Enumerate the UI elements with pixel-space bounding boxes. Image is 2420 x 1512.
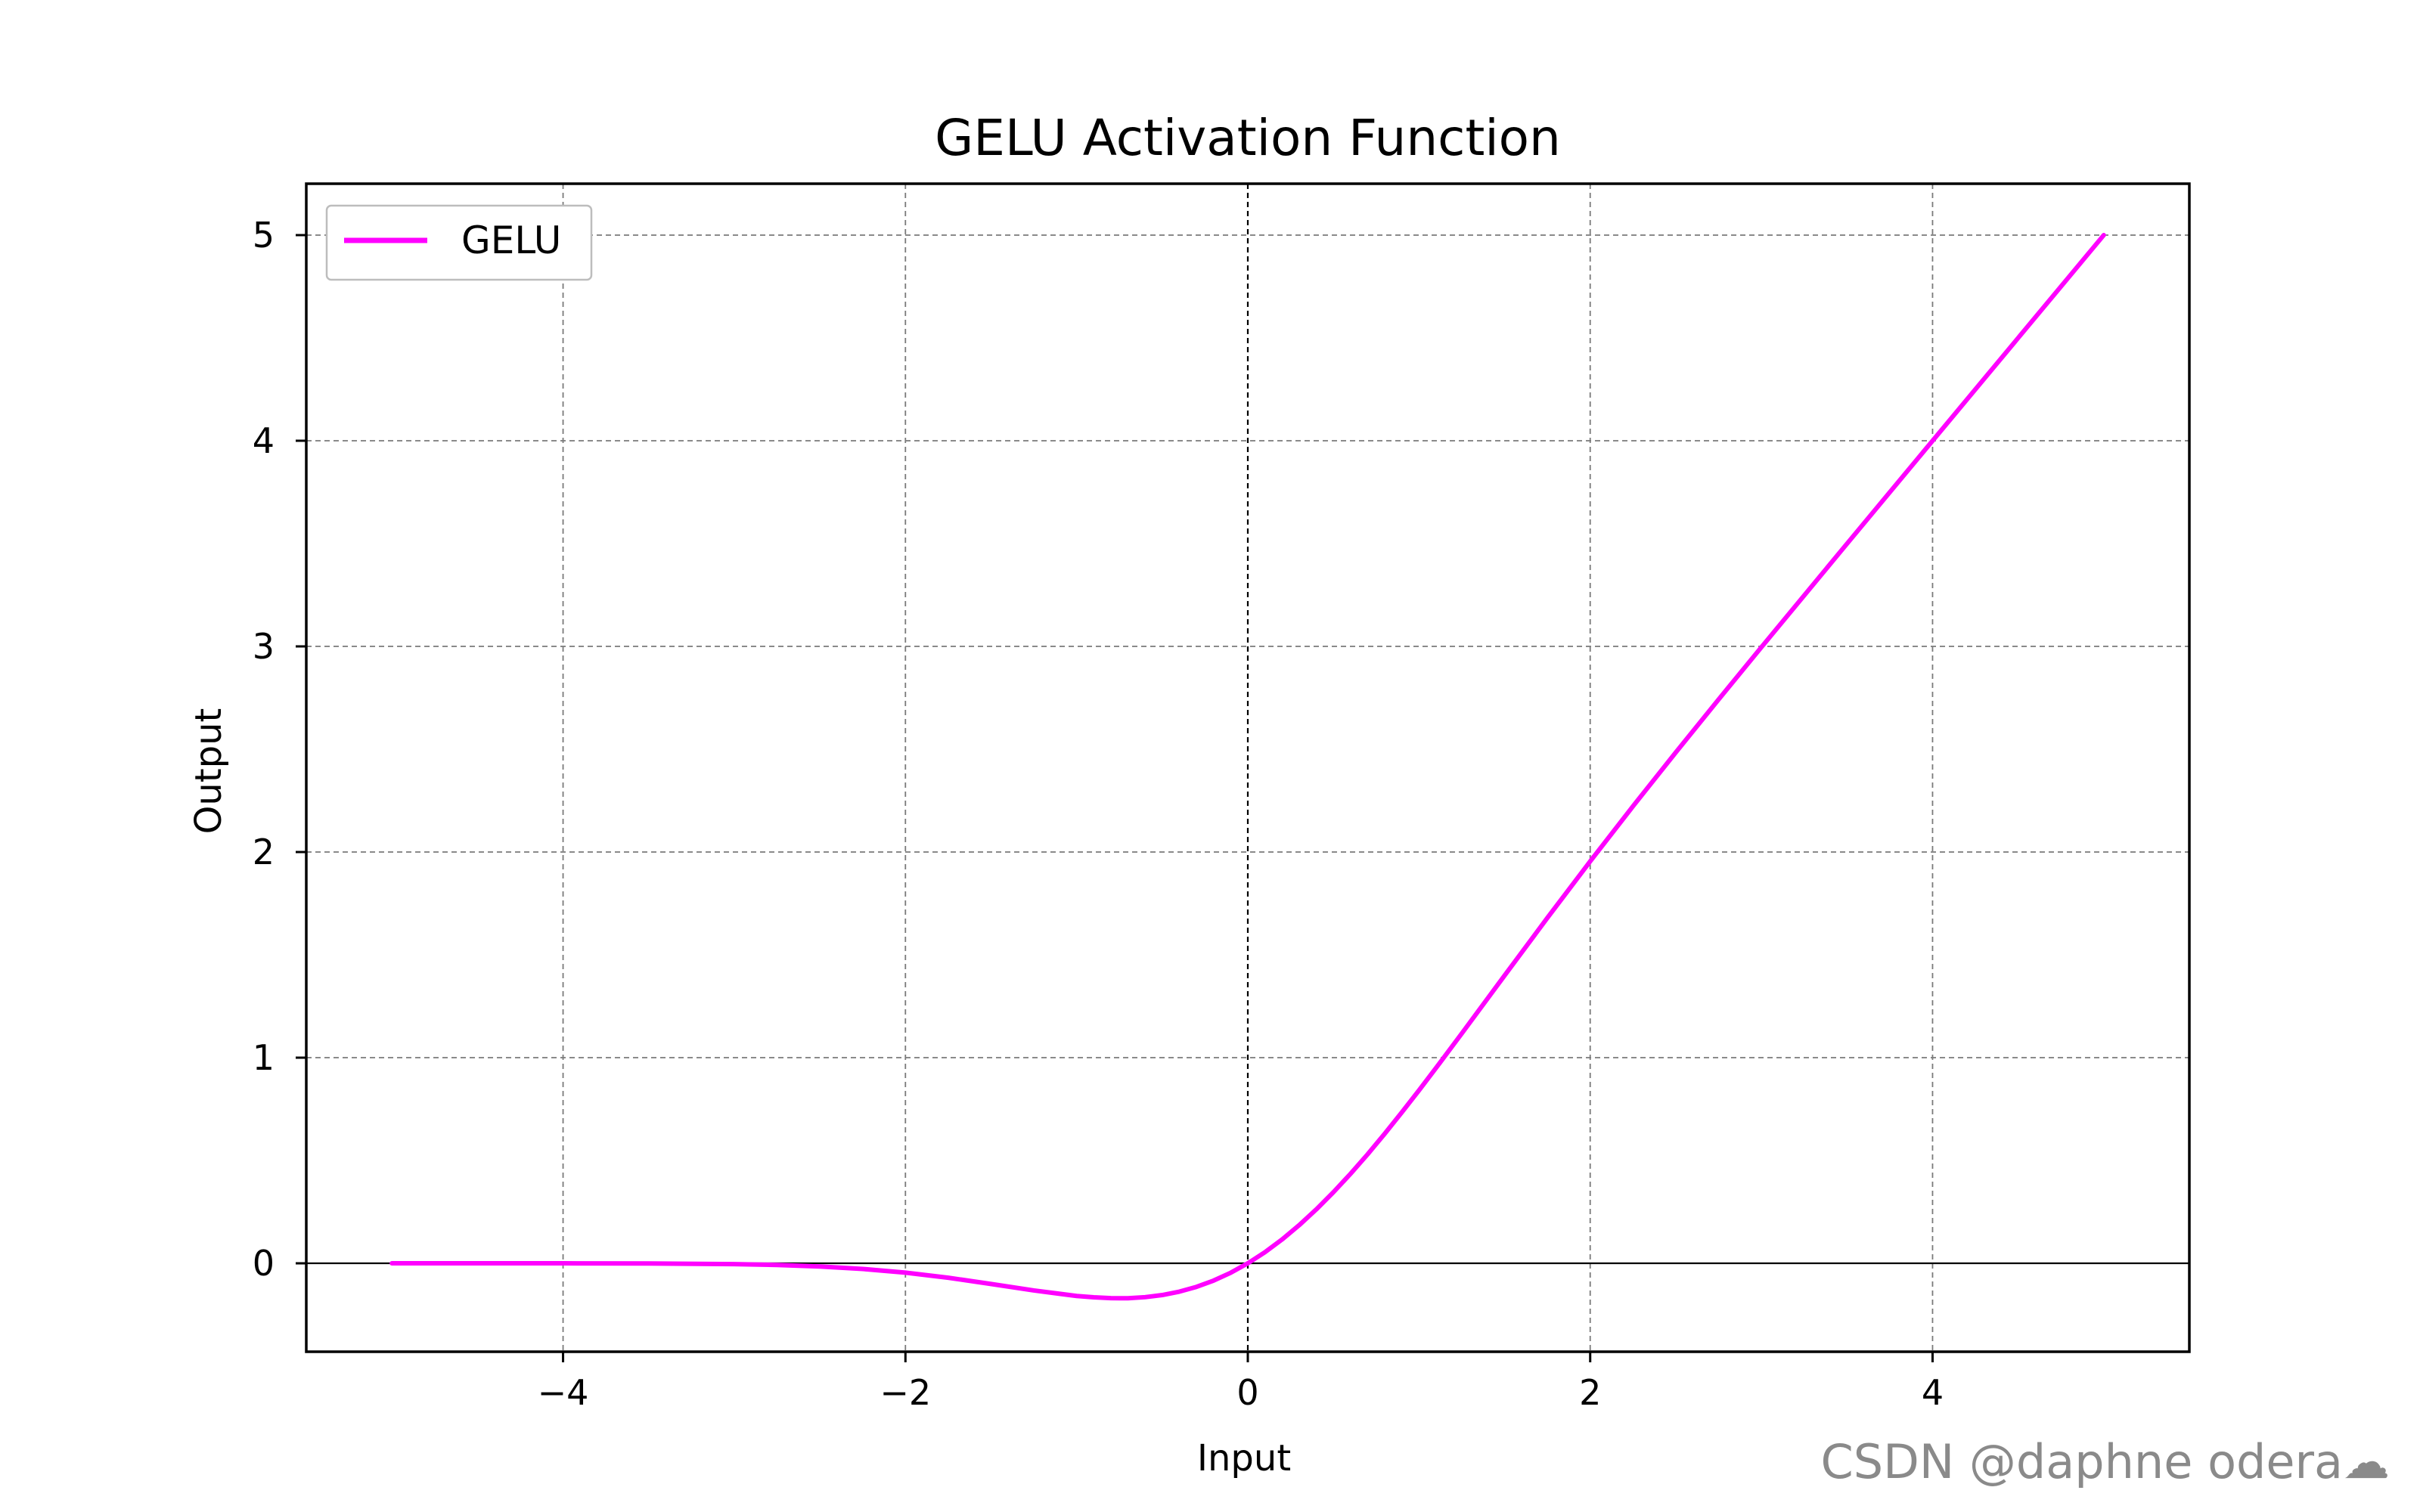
x-tick-label: −4 xyxy=(538,1372,589,1413)
y-tick-label: 5 xyxy=(253,215,275,256)
series-line-gelu xyxy=(389,233,2106,1301)
watermark: CSDN @daphne odera☁ xyxy=(1820,1434,2390,1489)
x-tick-label: −2 xyxy=(880,1372,931,1413)
y-tick-label: 2 xyxy=(253,832,275,872)
chart-title: GELU Activation Function xyxy=(935,109,1561,167)
legend: GELU xyxy=(325,204,593,281)
y-tick-label: 3 xyxy=(253,626,275,667)
legend-box xyxy=(325,204,593,281)
x-axis-label: Input xyxy=(1197,1437,1291,1479)
x-axis-ticks: −4 −2 0 2 4 xyxy=(538,1352,1944,1413)
y-tick-label: 4 xyxy=(253,420,275,461)
y-tick-label: 0 xyxy=(253,1243,275,1284)
x-tick-label: 4 xyxy=(1922,1372,1944,1413)
y-axis-label: Output xyxy=(188,708,230,835)
x-tick-label: 2 xyxy=(1579,1372,1601,1413)
x-tick-label: 0 xyxy=(1236,1372,1258,1413)
y-tick-label: 1 xyxy=(253,1037,275,1078)
legend-label-gelu: GELU xyxy=(461,218,561,262)
y-axis-ticks: 0 1 2 3 4 5 xyxy=(253,215,306,1284)
series-layer xyxy=(389,233,2106,1301)
